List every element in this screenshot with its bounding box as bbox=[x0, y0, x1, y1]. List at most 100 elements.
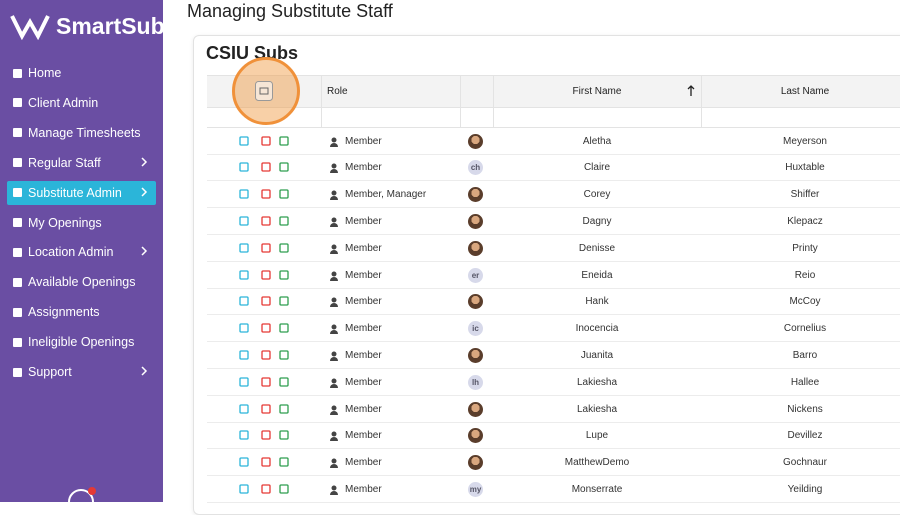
delete-button[interactable] bbox=[261, 162, 271, 172]
column-header[interactable]: First Name bbox=[572, 86, 622, 97]
delete-button[interactable] bbox=[261, 403, 271, 414]
edit-button[interactable] bbox=[239, 323, 249, 333]
column-divider bbox=[493, 75, 494, 128]
avatar: lh bbox=[468, 374, 483, 390]
assign-button[interactable] bbox=[279, 484, 289, 494]
nav-item[interactable]: Manage Timesheets bbox=[7, 121, 156, 145]
edit-button[interactable] bbox=[239, 269, 249, 280]
nav-label: Client Admin bbox=[28, 95, 99, 110]
nav-item[interactable]: Location Admin bbox=[7, 240, 156, 264]
assign-button[interactable] bbox=[279, 296, 289, 306]
table-row: Member Juanita Barro bbox=[207, 342, 900, 369]
edit-button[interactable] bbox=[239, 403, 249, 414]
avatar bbox=[468, 401, 483, 417]
assign-button[interactable] bbox=[279, 189, 289, 199]
chevron bbox=[141, 157, 148, 167]
edit-button[interactable] bbox=[239, 377, 249, 387]
assign-button[interactable] bbox=[279, 135, 289, 146]
assign-button[interactable] bbox=[279, 162, 289, 172]
nav-item[interactable]: Home bbox=[7, 61, 156, 85]
column-header[interactable]: Role bbox=[327, 86, 348, 97]
role: Member bbox=[345, 135, 382, 147]
email-button[interactable] bbox=[255, 81, 273, 101]
assign-button[interactable] bbox=[279, 457, 289, 467]
assign-button[interactable] bbox=[279, 403, 289, 414]
edit-button[interactable] bbox=[239, 216, 249, 226]
role: Member bbox=[345, 483, 382, 495]
role-icon bbox=[330, 485, 338, 495]
delete-button[interactable] bbox=[261, 243, 271, 253]
role-icon bbox=[330, 405, 338, 415]
edit-button[interactable] bbox=[239, 296, 249, 306]
logo[interactable]: SmartSub bbox=[10, 10, 163, 42]
assign-button[interactable] bbox=[279, 323, 289, 333]
role-icon bbox=[330, 458, 338, 469]
edit-button[interactable] bbox=[239, 135, 249, 146]
nav-item[interactable]: Ineligible Openings bbox=[7, 330, 156, 354]
nav-item[interactable]: Support bbox=[7, 360, 156, 384]
role: Member bbox=[345, 376, 382, 388]
assign-button[interactable] bbox=[279, 216, 289, 226]
delete-button[interactable] bbox=[261, 484, 271, 494]
avatar bbox=[468, 240, 483, 256]
delete-button[interactable] bbox=[261, 323, 271, 333]
sidebar: SmartSub Home Client Admin Manage Timeshee… bbox=[0, 0, 163, 502]
edit-button[interactable] bbox=[239, 162, 249, 172]
assign-button[interactable] bbox=[279, 430, 289, 440]
first-name: Claire bbox=[583, 162, 611, 174]
delete-button[interactable] bbox=[261, 135, 271, 146]
delete-button[interactable] bbox=[261, 377, 271, 387]
avatar: er bbox=[468, 267, 483, 283]
table-header bbox=[207, 75, 900, 108]
nav-item[interactable]: My Openings bbox=[7, 211, 156, 235]
edit-button[interactable] bbox=[239, 243, 249, 253]
edit-button[interactable] bbox=[239, 457, 249, 467]
column-header[interactable]: Last Name bbox=[780, 86, 830, 97]
nav-item[interactable]: Client Admin bbox=[7, 91, 156, 115]
edit-button[interactable] bbox=[239, 189, 249, 199]
delete-button[interactable] bbox=[261, 296, 271, 306]
nav-icon bbox=[13, 247, 22, 257]
delete-button[interactable] bbox=[261, 430, 271, 440]
nav-item[interactable]: Substitute Admin bbox=[7, 180, 156, 205]
nav-label: Location Admin bbox=[28, 245, 114, 260]
role: Member bbox=[345, 242, 382, 254]
delete-button[interactable] bbox=[261, 269, 271, 280]
first-name: Eneida bbox=[581, 269, 613, 281]
nav-item[interactable]: Assignments bbox=[7, 300, 156, 324]
first-name: Lakiesha bbox=[576, 376, 618, 388]
role: Member bbox=[345, 403, 382, 415]
table-row: Member, Manager Corey Shiffer bbox=[207, 181, 900, 209]
role-icon bbox=[330, 217, 338, 227]
role-icon bbox=[330, 244, 338, 254]
assign-button[interactable] bbox=[279, 269, 289, 280]
nav-icon bbox=[13, 98, 22, 108]
role: Member bbox=[345, 215, 382, 227]
role-icon bbox=[330, 378, 338, 388]
nav-icon bbox=[13, 337, 22, 347]
last-name: Devillez bbox=[787, 430, 823, 442]
nav-item[interactable]: Available Openings bbox=[7, 270, 156, 294]
nav-icon bbox=[13, 128, 22, 138]
edit-button[interactable] bbox=[239, 350, 249, 360]
table-row: Member Hank McCoy bbox=[207, 288, 900, 316]
delete-button[interactable] bbox=[261, 457, 271, 467]
sort-icon[interactable] bbox=[686, 85, 696, 97]
edit-button[interactable] bbox=[239, 484, 249, 494]
assign-button[interactable] bbox=[279, 243, 289, 253]
avatar: ch bbox=[468, 160, 483, 176]
role: Member bbox=[345, 430, 382, 442]
nav-item[interactable]: Regular Staff bbox=[7, 151, 156, 175]
assign-button[interactable] bbox=[279, 377, 289, 387]
delete-button[interactable] bbox=[261, 216, 271, 226]
nav-label: Support bbox=[28, 365, 72, 379]
delete-button[interactable] bbox=[261, 189, 271, 199]
role-icon bbox=[330, 351, 338, 361]
assign-button[interactable] bbox=[279, 350, 289, 360]
table-row: Member MatthewDemo Gochnaur bbox=[207, 449, 900, 477]
edit-button[interactable] bbox=[239, 430, 249, 440]
help-icon[interactable] bbox=[66, 484, 96, 502]
last-name: Nickens bbox=[787, 403, 823, 415]
delete-button[interactable] bbox=[261, 350, 271, 360]
